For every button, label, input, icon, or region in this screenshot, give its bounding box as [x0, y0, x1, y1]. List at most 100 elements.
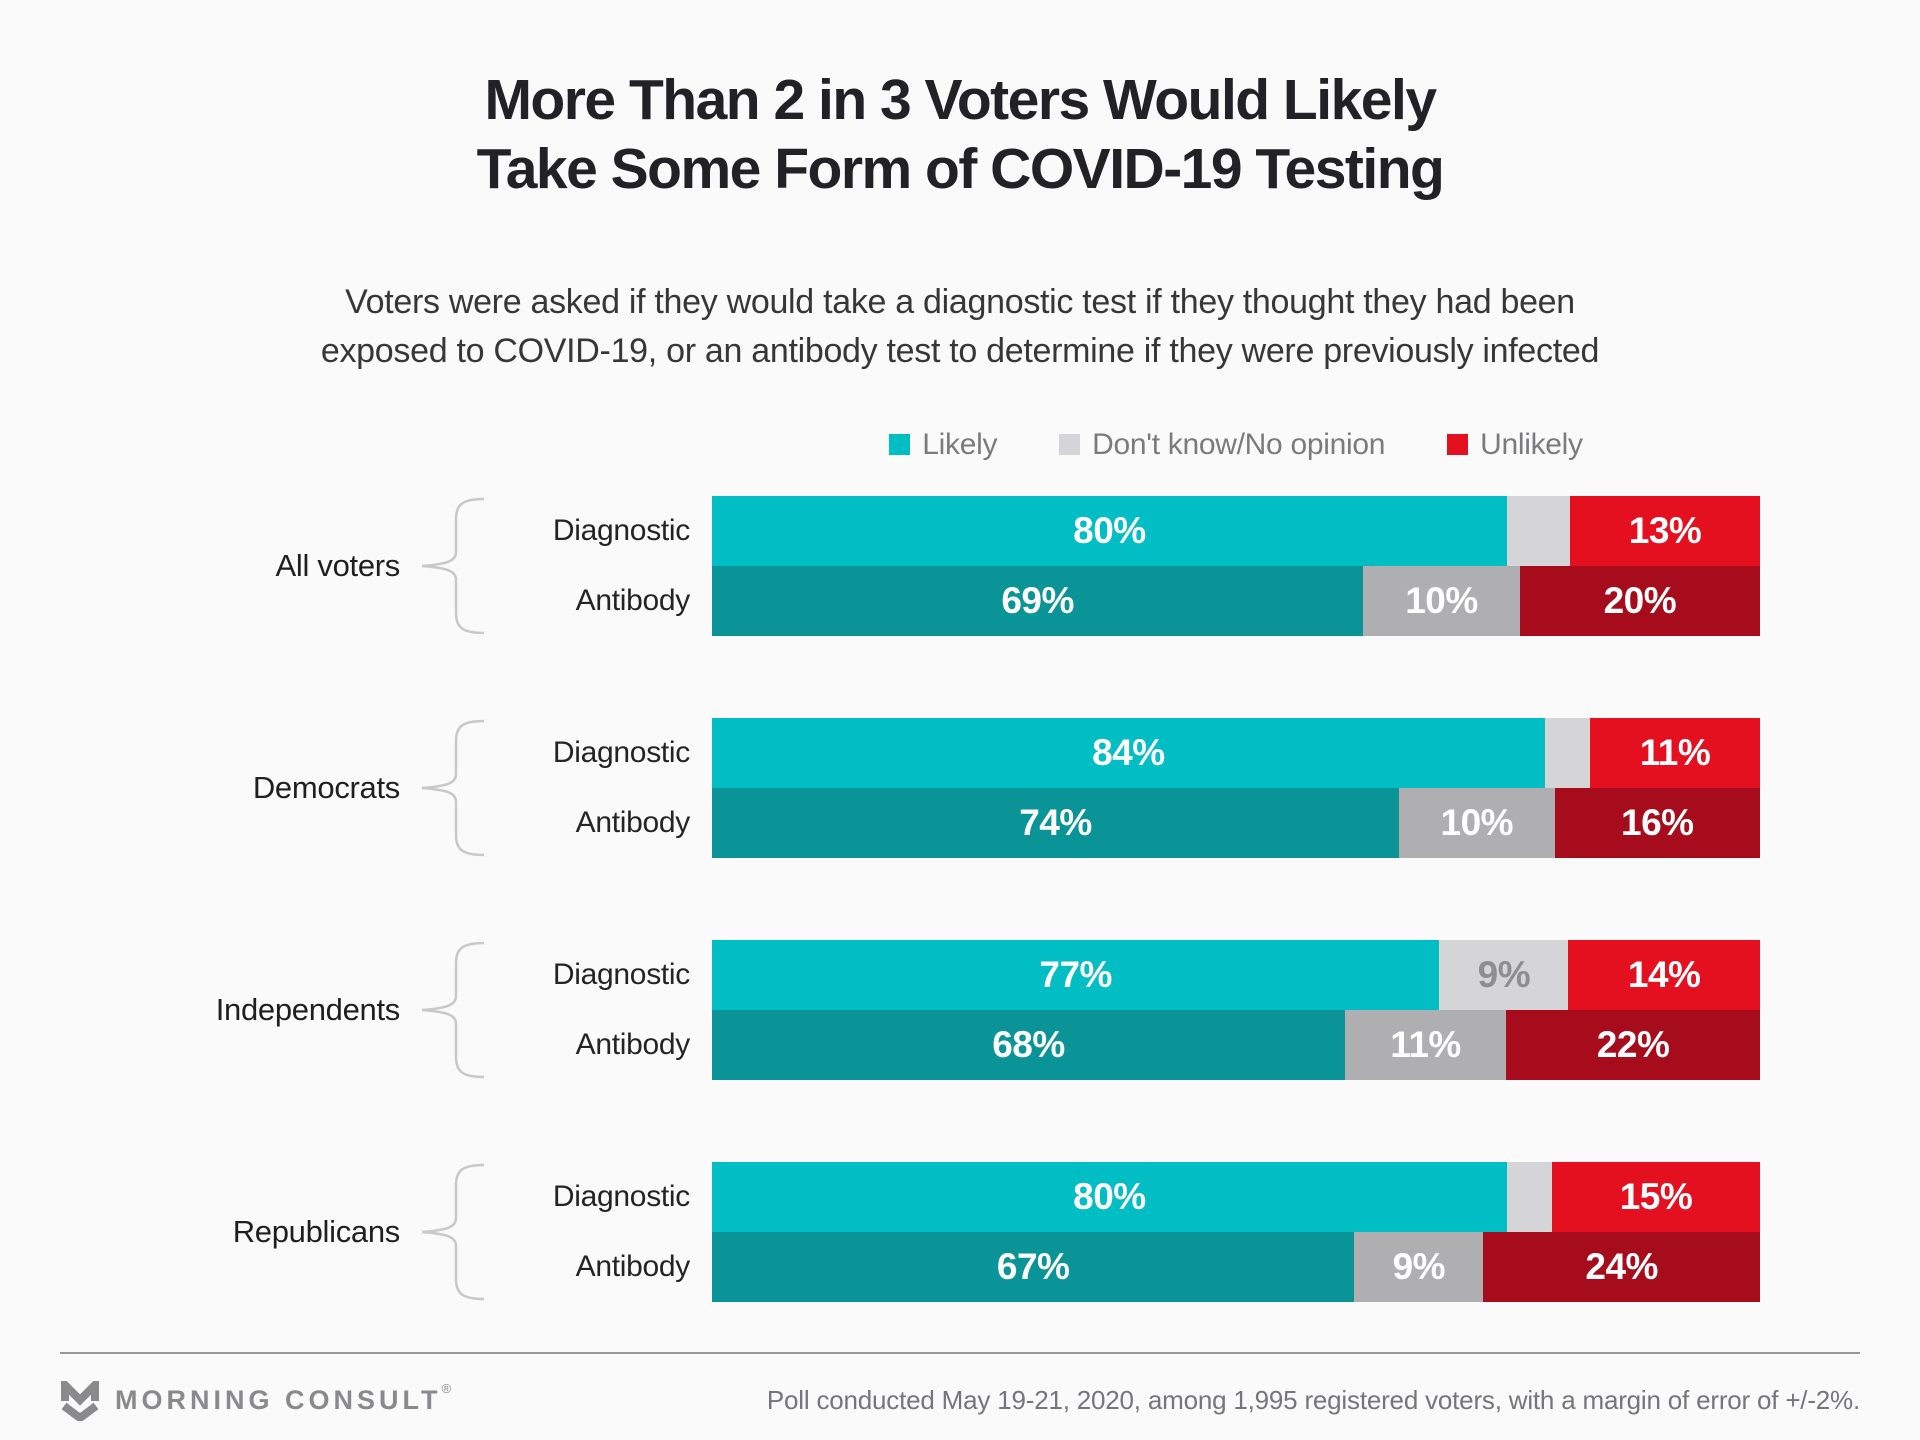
legend: Likely Don't know/No opinion Unlikely: [712, 427, 1760, 463]
segment-unlikely: 13%: [1570, 495, 1760, 566]
segment-value-label: 68%: [992, 1023, 1065, 1065]
group-brace-icon: [421, 1163, 485, 1300]
legend-label: Unlikely: [1480, 427, 1583, 461]
group-label: Republicans: [232, 1213, 401, 1249]
group-brace: [400, 718, 490, 858]
legend-label: Don't know/No opinion: [1092, 427, 1386, 461]
row-label: Antibody: [575, 805, 691, 839]
bar-group: All voters Diagnostic 80% 13% Antibody 69% 10%…: [0, 495, 1760, 636]
footer-divider: [60, 1351, 1860, 1354]
chart-subtitle-line2: exposed to COVID-19, or an antibody test…: [320, 332, 1600, 371]
segment-value-label: 80%: [1073, 1175, 1146, 1217]
segment-unlikely: 24%: [1483, 1231, 1760, 1302]
stacked-bar: 80% 13%: [712, 495, 1760, 566]
segment-value-label: 9%: [1392, 1245, 1446, 1287]
segment-value-label: 10%: [1405, 579, 1478, 621]
segment-dont-know: 11%: [1344, 1009, 1507, 1080]
stacked-bar: 67% 9% 24%: [712, 1231, 1760, 1302]
group-brace: [400, 940, 490, 1080]
legend-swatch-icon: [889, 434, 911, 456]
chart-subtitle: Voters were asked if they would take a d…: [0, 278, 1920, 377]
bar-row: Antibody 69% 10% 20%: [490, 565, 1760, 636]
bar-rows: Diagnostic 80% 15% Antibody 67% 9% 24%: [490, 1161, 1760, 1302]
chart-title-line1: More Than 2 in 3 Voters Would Likely: [484, 68, 1437, 132]
group-label: Democrats: [252, 769, 400, 805]
footer: MORNING CONSULT ® Poll conducted May 19-…: [60, 1380, 1860, 1421]
segment-unlikely: 22%: [1506, 1009, 1761, 1080]
bar-row: Diagnostic 80% 15%: [490, 1161, 1760, 1232]
segment-unlikely: 15%: [1552, 1161, 1760, 1232]
segment-value-label: 69%: [1001, 579, 1074, 621]
stacked-bar: 84% 11%: [712, 717, 1761, 788]
row-label: Antibody: [575, 1249, 691, 1283]
segment-likely: 77%: [712, 939, 1440, 1010]
row-label: Diagnostic: [552, 513, 690, 547]
segment-likely: 69%: [712, 565, 1364, 636]
legend-swatch-icon: [1059, 434, 1081, 456]
segment-dont-know: [1544, 717, 1590, 788]
segment-value-label: 84%: [1092, 731, 1165, 773]
group-brace-icon: [421, 941, 485, 1078]
segment-value-label: 77%: [1039, 953, 1112, 995]
group-brace-icon: [421, 497, 485, 634]
bar-row: Diagnostic 84% 11%: [490, 717, 1761, 788]
segment-likely: 80%: [712, 495, 1507, 566]
bar-rows: Diagnostic 84% 11% Antibody 74% 10% 16%: [490, 717, 1761, 858]
segment-dont-know: 10%: [1363, 565, 1520, 636]
segment-likely: 74%: [712, 787, 1399, 858]
segment-likely: 68%: [712, 1009, 1345, 1080]
segment-dont-know: 9%: [1354, 1231, 1484, 1302]
segment-value-label: 24%: [1585, 1245, 1658, 1287]
segment-value-label: 80%: [1073, 509, 1146, 551]
chart-title: More Than 2 in 3 Voters Would Likely Take…: [0, 66, 1920, 204]
bar-rows: Diagnostic 80% 13% Antibody 69% 10% 20%: [490, 495, 1760, 636]
segment-unlikely: 16%: [1554, 787, 1760, 858]
brand-name: MORNING CONSULT: [115, 1384, 442, 1415]
segment-value-label: 9%: [1477, 953, 1531, 995]
group-brace-icon: [421, 719, 485, 856]
group-label: Independents: [215, 991, 401, 1027]
stacked-bar: 77% 9% 14%: [712, 939, 1760, 1010]
row-label: Antibody: [575, 583, 691, 617]
segment-value-label: 67%: [996, 1245, 1070, 1287]
registered-trademark: ®: [441, 1380, 452, 1396]
brand-logo: MORNING CONSULT ®: [60, 1380, 451, 1421]
segment-value-label: 16%: [1621, 801, 1694, 843]
legend-item: Likely: [889, 428, 997, 462]
legend-swatch-icon: [1447, 434, 1469, 456]
segment-value-label: 20%: [1603, 579, 1677, 621]
row-label: Antibody: [575, 1027, 691, 1061]
segment-dont-know: [1506, 495, 1571, 566]
stacked-bar: 69% 10% 20%: [712, 565, 1760, 636]
row-label: Diagnostic: [552, 957, 690, 991]
bar-row: Antibody 67% 9% 24%: [490, 1231, 1760, 1302]
stacked-bar: 68% 11% 22%: [712, 1009, 1761, 1080]
bar-row: Antibody 68% 11% 22%: [490, 1009, 1761, 1080]
segment-unlikely: 14%: [1568, 939, 1760, 1010]
segment-dont-know: 9%: [1439, 939, 1569, 1010]
stacked-bar: 74% 10% 16%: [712, 787, 1760, 858]
segment-unlikely: 20%: [1519, 565, 1760, 636]
segment-likely: 67%: [712, 1231, 1355, 1302]
legend-label: Likely: [922, 427, 998, 461]
segment-likely: 84%: [712, 717, 1545, 788]
bar-group: Democrats Diagnostic 84% 11% Antibody 74% 10% 1…: [0, 717, 1761, 858]
bar-row: Antibody 74% 10% 16%: [490, 787, 1760, 858]
segment-dont-know: 10%: [1399, 787, 1555, 858]
segment-value-label: 13%: [1628, 509, 1702, 551]
segment-value-label: 74%: [1019, 801, 1092, 843]
row-label: Diagnostic: [552, 735, 690, 769]
group-label: All voters: [275, 547, 401, 583]
bar-rows: Diagnostic 77% 9% 14% Antibody 68% 11% 22%: [490, 939, 1761, 1080]
segment-value-label: 11%: [1390, 1023, 1461, 1065]
morning-consult-monogram-icon: [61, 1380, 99, 1421]
bar-row: Diagnostic 77% 9% 14%: [490, 939, 1760, 1010]
bar-group: Independents Diagnostic 77% 9% 14% Antibody 68…: [0, 939, 1761, 1080]
poll-methodology-note: Poll conducted May 19-21, 2020, among 1,…: [766, 1384, 1860, 1415]
row-label: Diagnostic: [552, 1179, 690, 1213]
segment-dont-know: [1506, 1161, 1552, 1232]
group-brace: [400, 496, 490, 636]
segment-value-label: 11%: [1639, 731, 1711, 773]
group-brace: [400, 1162, 490, 1302]
